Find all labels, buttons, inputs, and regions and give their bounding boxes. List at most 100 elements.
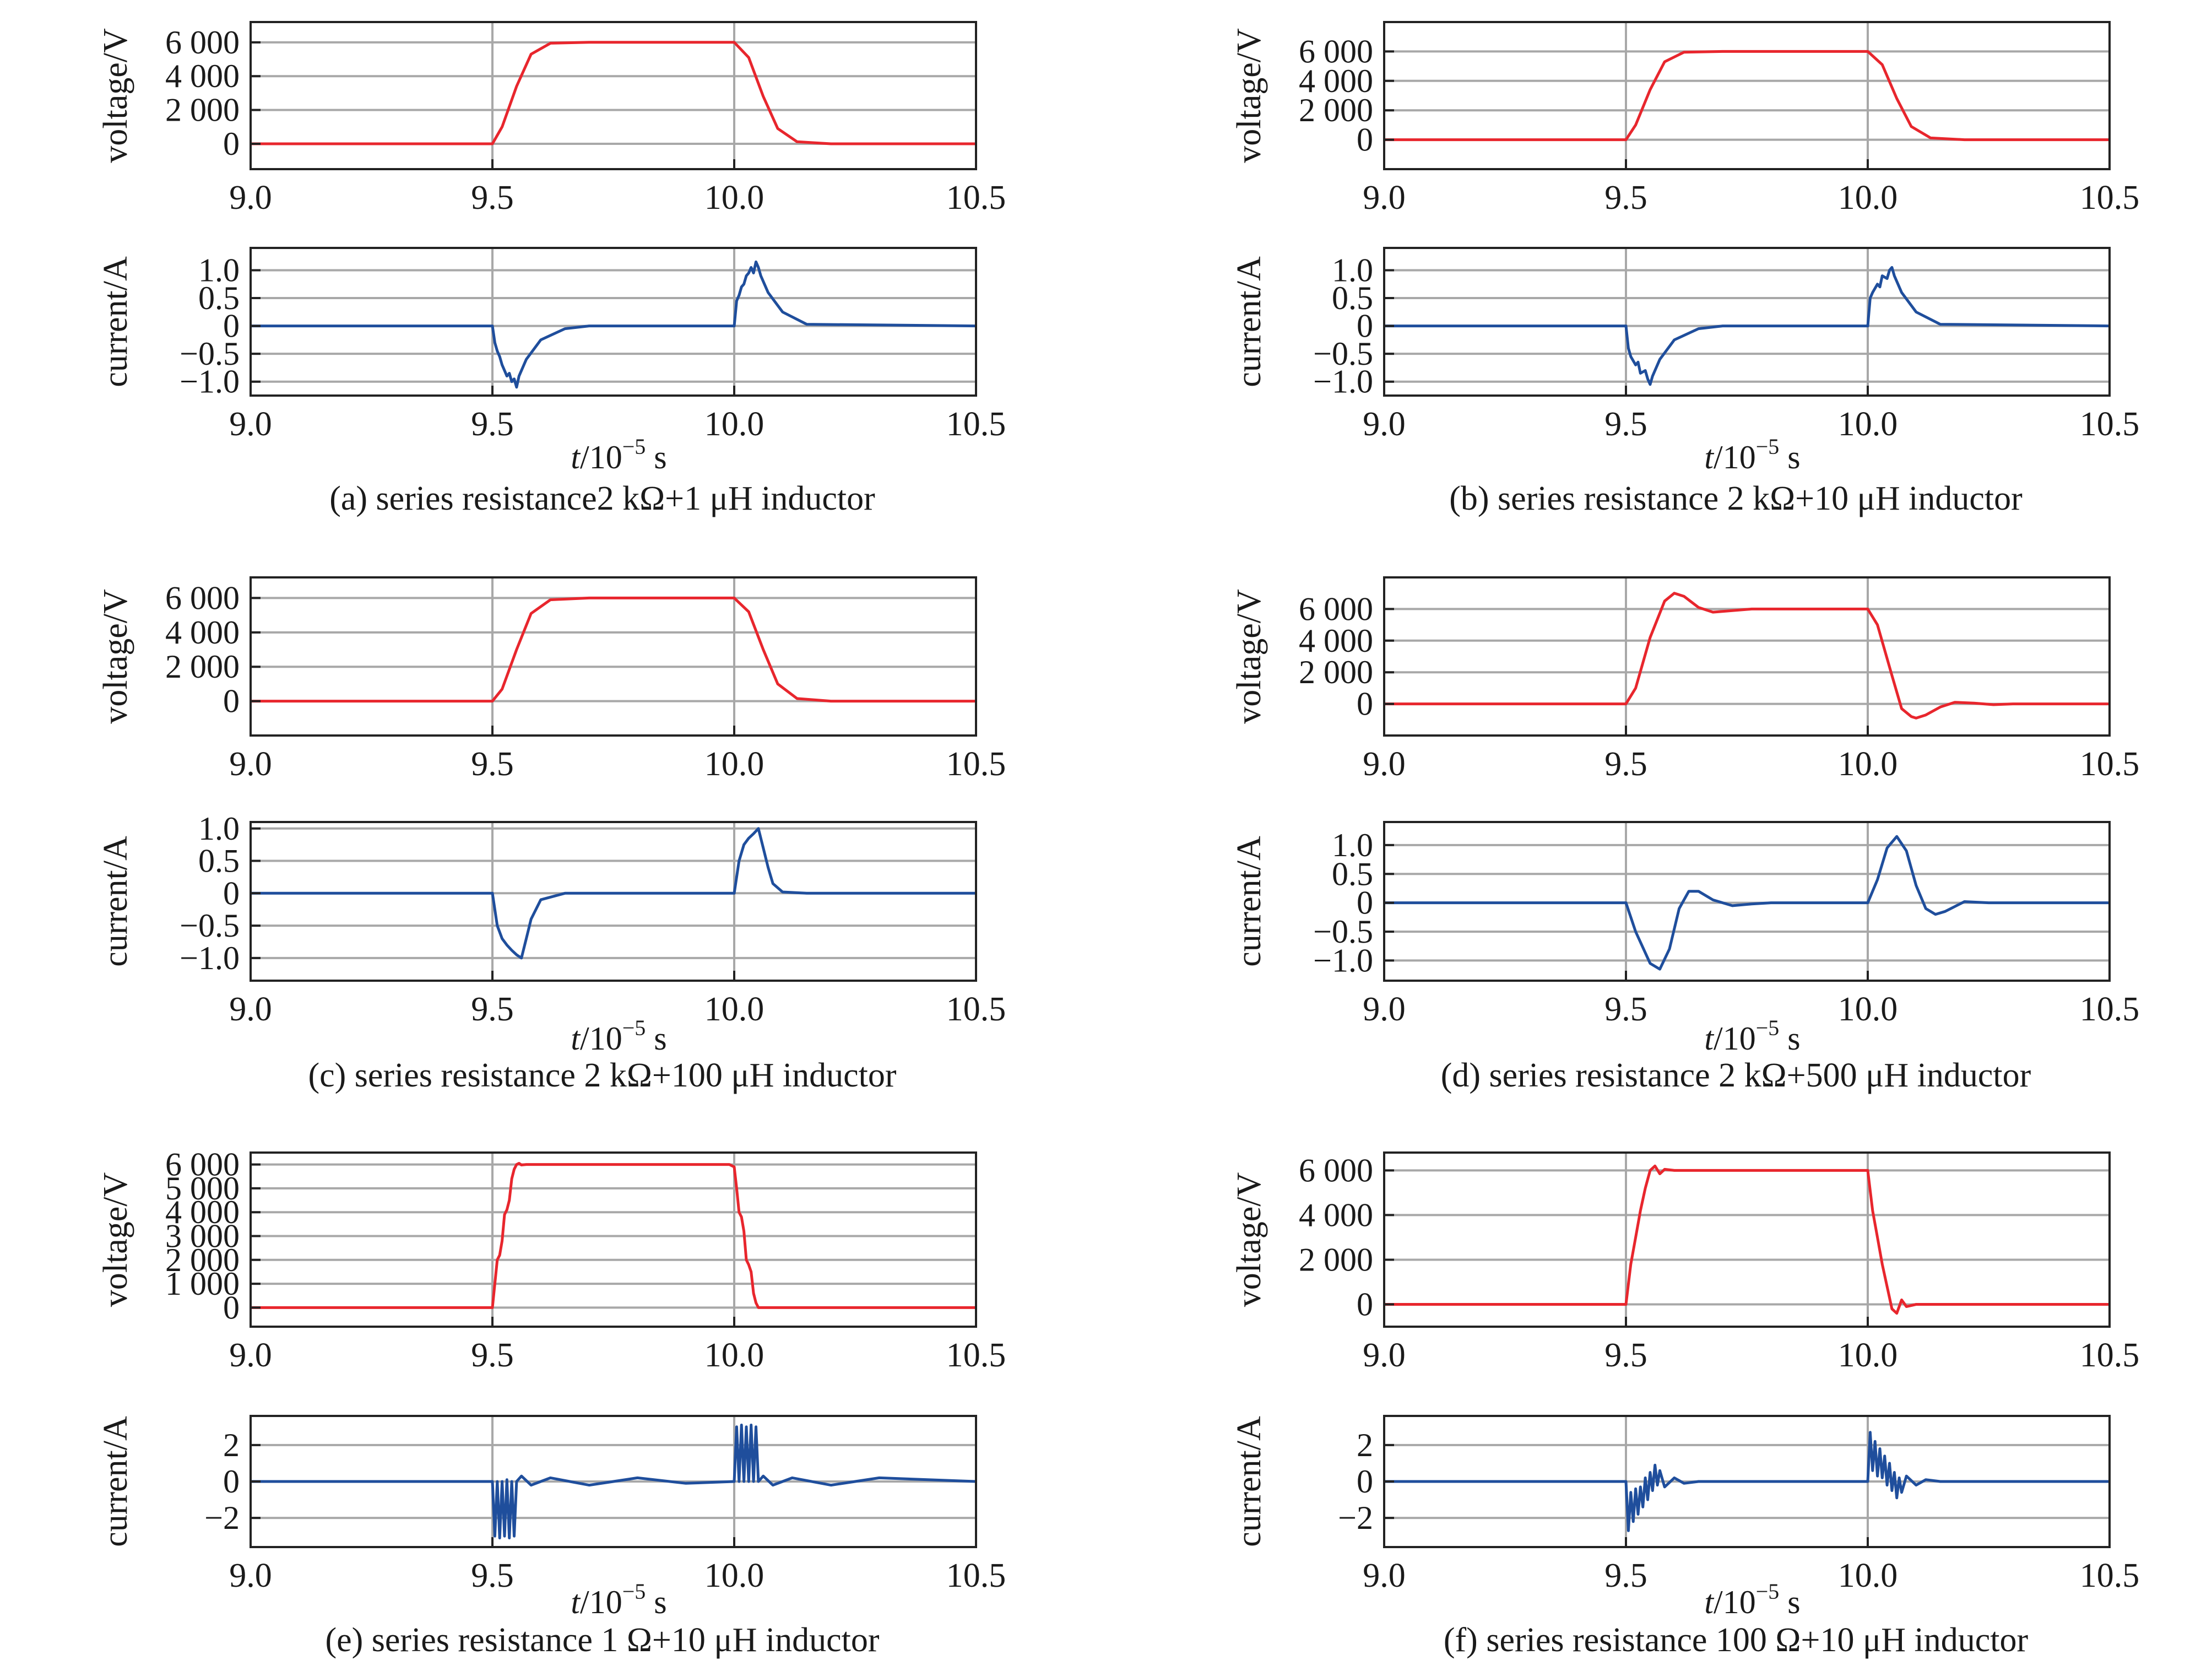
plot-c-current: −1.0−0.500.51.0 9.0 9.5 10.0 10.5 current/A xyxy=(97,810,1006,1028)
y-tick-label: 0 xyxy=(223,308,240,344)
current-series-line xyxy=(1384,1431,2110,1532)
y-axis-label: current/A xyxy=(1230,256,1268,387)
y-tick-label: 0.5 xyxy=(198,280,240,316)
x-tick-label: 9.0 xyxy=(1363,179,1406,217)
y-tick-label: 2 000 xyxy=(165,92,240,128)
x-tick-label: 10.5 xyxy=(2080,1557,2140,1594)
voltage-series-line xyxy=(251,1162,976,1309)
y-tick-label: 2 000 xyxy=(1299,654,1373,690)
x-tick-label: 10.0 xyxy=(1838,1337,1898,1374)
y-tick-label: −1.0 xyxy=(1313,364,1373,400)
y-tick-label: 6 000 xyxy=(1299,591,1373,627)
y-tick-label: 2 000 xyxy=(1299,1241,1373,1278)
y-tick-label: 6 000 xyxy=(1299,1152,1373,1188)
axes-frame xyxy=(1383,576,2111,737)
x-tick-label: 10.5 xyxy=(946,405,1006,443)
y-axis-label: current/A xyxy=(97,1416,134,1547)
y-tick-label: 0.5 xyxy=(1332,280,1373,316)
y-tick-label: −2 xyxy=(1338,1500,1373,1536)
voltage-series-line xyxy=(1384,1164,2110,1315)
x-tick-label: 10.0 xyxy=(1838,405,1898,443)
axes-frame xyxy=(250,21,977,170)
axes-frame xyxy=(250,247,977,397)
y-axis-label: voltage/V xyxy=(97,1172,134,1307)
y-tick-label: −1.0 xyxy=(180,364,240,400)
y-tick-label: 2 xyxy=(1357,1427,1373,1463)
x-tick-label: 10.5 xyxy=(946,1557,1006,1594)
x-tick-label: 9.5 xyxy=(1604,1337,1647,1374)
x-tick-label: 10.0 xyxy=(704,1557,765,1594)
y-axis-label: voltage/V xyxy=(1230,1172,1268,1307)
x-tick-label: 10.5 xyxy=(946,745,1006,783)
y-tick-label: 0.5 xyxy=(1332,856,1373,892)
y-tick-label: 4 000 xyxy=(1299,623,1373,659)
x-tick-label: 9.5 xyxy=(1604,405,1647,443)
y-tick-label: 2 000 xyxy=(165,648,240,685)
x-tick-label: 10.5 xyxy=(2080,1337,2140,1374)
y-tick-label: 0 xyxy=(1357,1463,1373,1500)
plot-d-current: −1.0−0.500.51.0 9.0 9.5 10.0 10.5 current/A xyxy=(1230,821,2139,1028)
x-tick-label: 9.0 xyxy=(229,991,272,1028)
y-tick-label: 1.0 xyxy=(198,252,240,288)
y-tick-label: 6 000 xyxy=(165,1147,240,1183)
y-tick-label: 0 xyxy=(1357,686,1373,722)
y-axis-label: voltage/V xyxy=(97,28,134,163)
axes-frame xyxy=(250,821,977,982)
y-tick-label: 0 xyxy=(223,683,240,720)
y-tick-label: 0 xyxy=(1357,885,1373,921)
x-axis-label-c: t/10−5 s xyxy=(571,1015,666,1057)
plot-e-current: −202 9.0 9.5 10.0 10.5 current/A xyxy=(97,1415,1006,1594)
x-axis-label-e: t/10−5 s xyxy=(571,1579,666,1620)
current-series-line xyxy=(251,1424,977,1539)
x-tick-label: 10.0 xyxy=(1838,991,1898,1028)
x-tick-label: 9.5 xyxy=(1604,179,1647,217)
x-axis-label-a: t/10−5 s xyxy=(571,434,666,475)
y-axis-label: current/A xyxy=(97,256,134,387)
x-tick-label: 10.5 xyxy=(946,179,1006,217)
voltage-series-line xyxy=(251,596,976,703)
x-tick-label: 9.0 xyxy=(1363,1557,1406,1594)
axes-frame xyxy=(1383,247,2111,397)
y-tick-label: 4 000 xyxy=(1299,1197,1373,1233)
y-tick-label: −1.0 xyxy=(180,940,240,976)
caption-f: (f) series resistance 100 Ω+10 μH induct… xyxy=(1444,1621,2029,1659)
x-tick-label: 10.5 xyxy=(2080,179,2140,217)
x-tick-label: 9.0 xyxy=(229,745,272,783)
y-tick-label: 2 000 xyxy=(165,1242,240,1278)
plot-a-current: −1.0−0.500.51.0 9.0 9.5 10.0 10.5 current/A xyxy=(97,247,1006,443)
x-axis-label-b: t/10−5 s xyxy=(1704,434,1800,475)
y-tick-label: −0.5 xyxy=(1313,336,1373,372)
x-tick-label: 9.0 xyxy=(1363,405,1406,443)
y-tick-label: 6 000 xyxy=(1299,33,1373,69)
y-tick-label: 4 000 xyxy=(165,58,240,94)
y-tick-label: −0.5 xyxy=(180,336,240,372)
plot-f-voltage: 0 2 000 4 000 6 000 9.0 9.5 10.0 10.5 voltage/V xyxy=(1230,1151,2140,1374)
x-tick-label: 9.0 xyxy=(1363,745,1406,783)
x-tick-label: 9.0 xyxy=(229,1337,272,1374)
caption-b: (b) series resistance 2 kΩ+10 μH inducto… xyxy=(1449,480,2023,517)
y-tick-label: 3 000 xyxy=(165,1218,240,1255)
axes-frame xyxy=(1383,21,2111,170)
y-tick-label: 0 xyxy=(1357,308,1373,344)
caption-e: (e) series resistance 1 Ω+10 μH inductor xyxy=(325,1621,879,1659)
y-tick-label: 1.0 xyxy=(198,810,240,847)
y-tick-label: 1.0 xyxy=(1332,252,1373,288)
axes-frame xyxy=(1383,821,2111,982)
y-axis-label: current/A xyxy=(1230,1416,1268,1547)
caption-d: (d) series resistance 2 kΩ+500 μH induct… xyxy=(1441,1057,2031,1094)
axes-frame xyxy=(250,1151,977,1328)
current-series-line xyxy=(1384,266,2110,386)
axes-frame xyxy=(1383,1151,2111,1328)
y-tick-label: 0 xyxy=(223,126,240,162)
x-tick-label: 10.0 xyxy=(704,745,765,783)
current-series-line xyxy=(1384,835,2110,971)
y-tick-label: 6 000 xyxy=(165,24,240,61)
y-tick-label: 4 000 xyxy=(165,614,240,651)
y-tick-label: −1.0 xyxy=(1313,942,1373,978)
caption-c: (c) series resistance 2 kΩ+100 μH induct… xyxy=(308,1057,896,1094)
y-tick-label: 0 xyxy=(223,1289,240,1326)
x-tick-label: 10.0 xyxy=(704,1337,765,1374)
